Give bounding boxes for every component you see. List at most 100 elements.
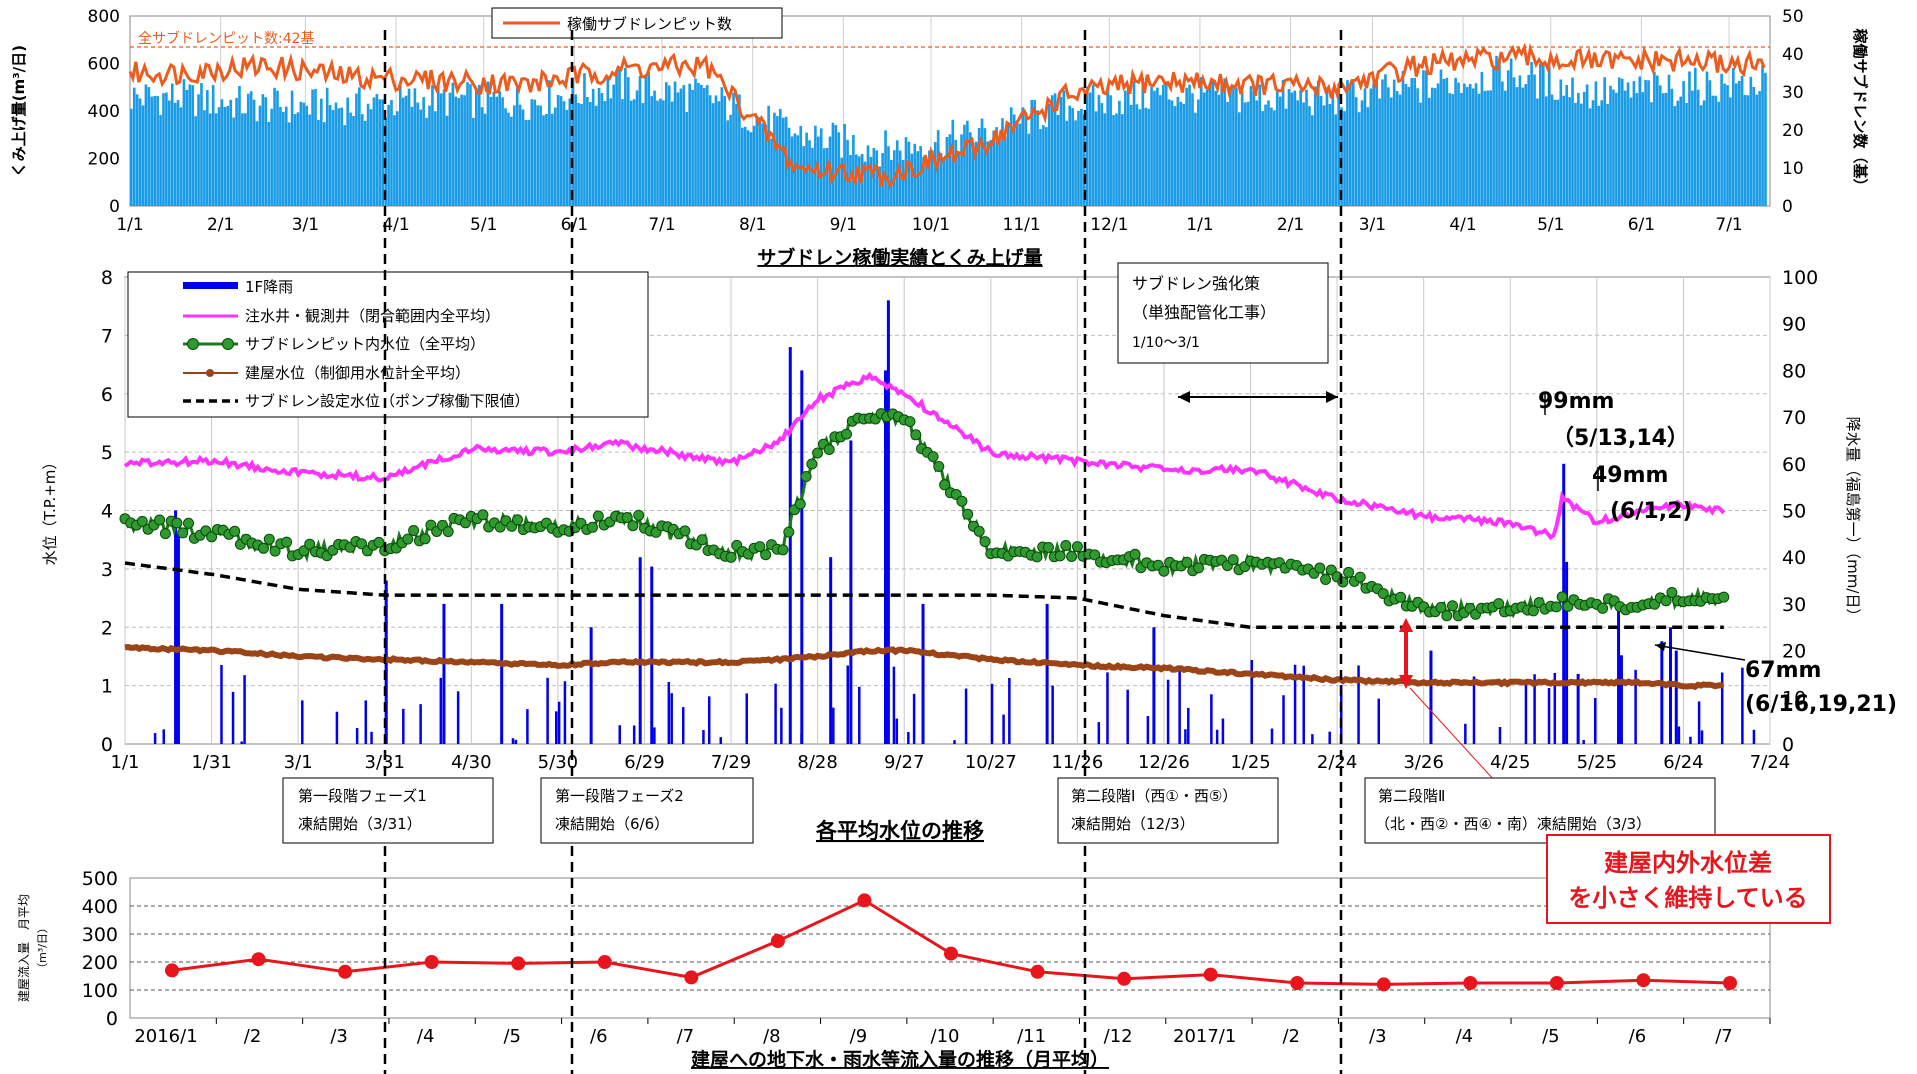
pump-bar (869, 156, 873, 206)
rain-bar (707, 696, 711, 744)
pump-bar (998, 136, 1001, 206)
setting-level-line (124, 561, 1724, 630)
rain-bar (849, 440, 853, 744)
pit-level-marker (800, 471, 812, 482)
pump-bar (840, 157, 844, 206)
pump-bar (1226, 101, 1229, 206)
pump-bar (656, 100, 659, 206)
pump-bar (1655, 75, 1659, 206)
pump-bar (390, 99, 393, 206)
pump-bar (1594, 81, 1598, 206)
pump-bar (238, 85, 241, 206)
bottom-x-tick: /5 (503, 1026, 521, 1047)
pump-bar (1691, 90, 1694, 206)
top-x-tick: 3/1 (292, 215, 319, 235)
pump-bar (773, 112, 776, 206)
rain-bar (176, 533, 180, 744)
pump-bar (545, 113, 548, 206)
pump-bar (746, 130, 750, 206)
pump-bar (606, 76, 610, 206)
pump-bar (1366, 107, 1370, 206)
bottom-x-tick: /12 (1104, 1026, 1133, 1047)
pump-bar (1363, 88, 1367, 206)
pump-bar (156, 95, 159, 206)
pump-bar (603, 101, 607, 206)
inflow-point (251, 952, 266, 967)
inflow-point (1463, 976, 1478, 990)
pump-bar (1617, 77, 1621, 206)
pump-bar (1413, 77, 1416, 206)
pump-bar (1243, 102, 1247, 206)
pump-bar (1737, 80, 1741, 206)
mid-x-tick: 7/24 (1750, 752, 1790, 773)
pump-bar (220, 99, 224, 206)
pump-bar (200, 83, 203, 206)
pump-bar (1717, 101, 1721, 206)
pump-bar (898, 150, 902, 206)
pump-bar (419, 109, 423, 206)
pump-bar (1267, 100, 1270, 206)
top-x-tick: 1/1 (116, 215, 143, 235)
mid-x-tick: 1/25 (1230, 752, 1270, 773)
pump-bar (1515, 87, 1519, 206)
pump-bar (1699, 105, 1703, 206)
measure-arrow-head-right (1326, 391, 1338, 403)
pump-bar (726, 120, 729, 206)
inflow-point (597, 955, 612, 969)
pump-bar (498, 90, 501, 206)
pump-bar (434, 111, 437, 206)
pump-bar (1433, 88, 1437, 206)
pump-bar (381, 99, 385, 206)
rain-bar (1576, 673, 1580, 744)
legend-rain-swatch (183, 282, 238, 289)
pump-bar (740, 127, 744, 206)
pump-bar (1246, 101, 1250, 206)
pump-bar (1208, 82, 1212, 206)
rain-bar (953, 740, 956, 744)
pump-bar (539, 105, 542, 206)
mid-right-tick: 40 (1782, 547, 1806, 569)
pit-level-marker (442, 526, 454, 538)
pump-bar (1319, 96, 1323, 206)
pump-bar (647, 72, 651, 206)
pump-bar (1030, 100, 1034, 206)
rain-bar (858, 686, 861, 744)
pump-bar (276, 90, 279, 206)
pump-bar (290, 90, 294, 206)
pump-bar (1553, 99, 1557, 206)
pump-bar (1527, 74, 1530, 207)
top-x-tick: 9/1 (830, 215, 857, 235)
pump-bar (638, 76, 642, 206)
pump-bar (983, 128, 987, 206)
pump-bar (682, 85, 686, 206)
pump-bar (358, 87, 361, 206)
pump-bar (1454, 77, 1457, 206)
pump-bar (738, 94, 741, 206)
top-left-ticks: 0 200 400 600 800 (88, 7, 120, 217)
mid-x-tick: 1/1 (111, 752, 140, 773)
top-left-tick: 200 (88, 150, 120, 170)
pump-bar (887, 146, 890, 206)
pump-bar (168, 100, 171, 206)
pit-level-marker (956, 495, 968, 507)
pump-bar (472, 117, 475, 206)
pump-bar (969, 132, 972, 206)
pump-bar (1623, 90, 1627, 206)
pump-bar (1024, 112, 1028, 206)
pump-bar (282, 111, 285, 206)
rain-bar (301, 700, 304, 744)
pump-bar (530, 99, 534, 206)
pump-bar (1547, 66, 1551, 207)
pump-bar (431, 85, 434, 206)
pump-bar (1153, 90, 1156, 206)
pump-bar (1278, 96, 1282, 206)
pump-bar (1670, 88, 1674, 206)
mid-right-tick: 60 (1782, 454, 1806, 476)
top-left-tick: 400 (88, 102, 120, 122)
pump-bar (600, 92, 604, 206)
top-pumping-chart: 全サブドレンピット数:42基 0 200 400 600 800 0 10 20 30 40 50… (10, 7, 1869, 269)
rain-67-arrow (1654, 644, 1746, 661)
pump-bar (1161, 84, 1165, 206)
rain-bar (1210, 694, 1213, 744)
